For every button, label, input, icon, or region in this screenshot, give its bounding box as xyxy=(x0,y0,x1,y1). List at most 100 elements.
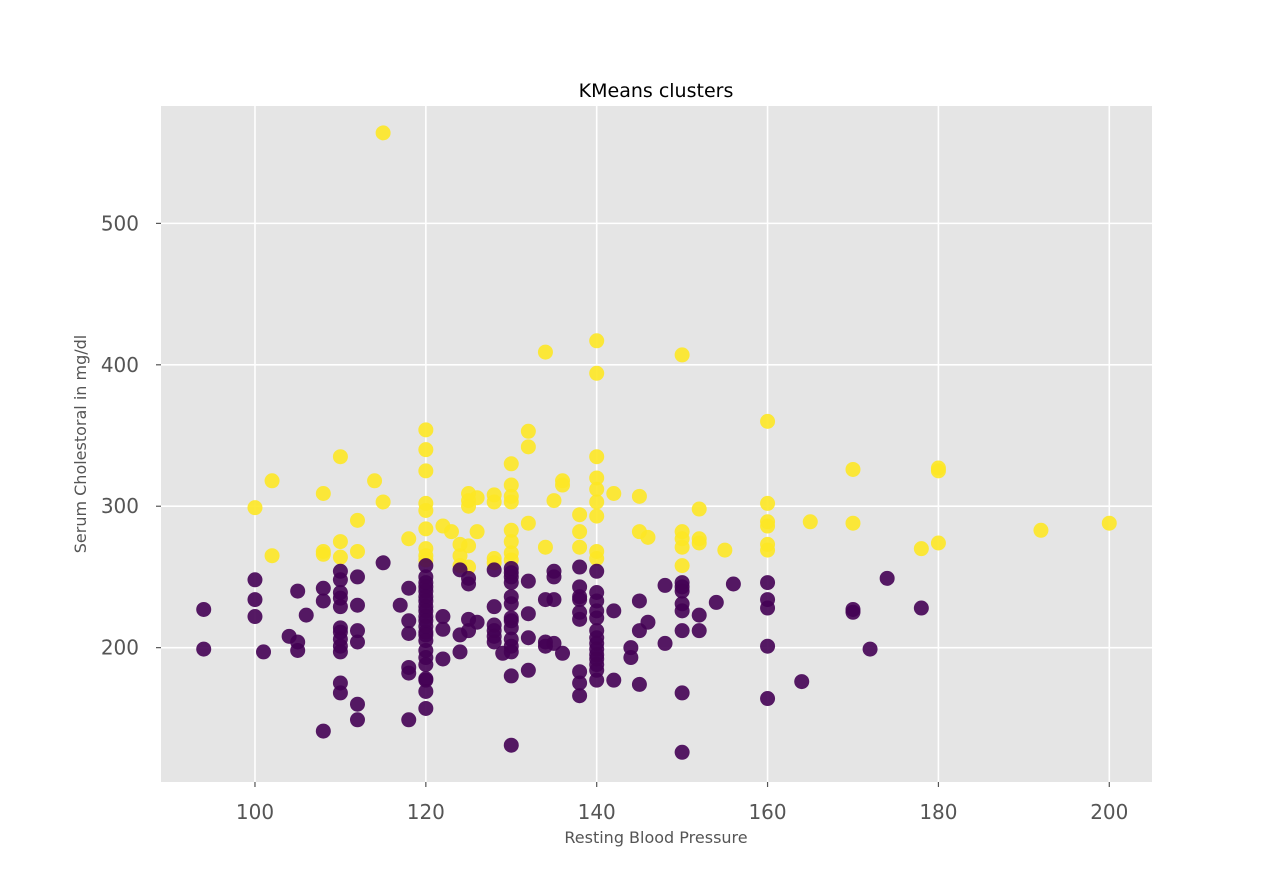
cluster-0-point xyxy=(657,635,673,651)
cluster-0-point xyxy=(349,634,365,650)
cluster-0-point xyxy=(589,563,605,579)
cluster-0-point xyxy=(349,696,365,712)
cluster-0-point xyxy=(879,570,895,586)
cluster-0-point xyxy=(435,651,451,667)
cluster-0-point xyxy=(572,611,588,627)
cluster-0-point xyxy=(375,555,391,571)
data-points xyxy=(196,125,1117,760)
cluster-1-point xyxy=(264,473,280,489)
cluster-0-point xyxy=(503,644,519,660)
cluster-1-point xyxy=(589,481,605,497)
cluster-0-point xyxy=(349,597,365,613)
cluster-0-point xyxy=(760,638,776,654)
cluster-0-point xyxy=(640,614,656,630)
cluster-0-point xyxy=(725,576,741,592)
cluster-1-point xyxy=(572,507,588,523)
cluster-0-point xyxy=(674,744,690,760)
cluster-0-point xyxy=(623,650,639,666)
cluster-1-point xyxy=(572,524,588,540)
cluster-1-point xyxy=(375,494,391,510)
y-tick-label: 300 xyxy=(101,494,139,518)
cluster-1-point xyxy=(589,333,605,349)
cluster-0-point xyxy=(349,569,365,585)
y-tick-label: 400 xyxy=(101,353,139,377)
cluster-1-point xyxy=(418,463,434,479)
cluster-1-point xyxy=(589,365,605,381)
cluster-0-point xyxy=(418,657,434,673)
cluster-1-point xyxy=(589,449,605,465)
x-tick-label: 200 xyxy=(1090,800,1128,824)
cluster-1-point xyxy=(589,494,605,510)
cluster-1-point xyxy=(418,442,434,458)
cluster-1-point xyxy=(537,344,553,360)
cluster-1-point xyxy=(349,512,365,528)
cluster-1-point xyxy=(375,125,391,141)
cluster-0-point xyxy=(589,672,605,688)
cluster-1-point xyxy=(503,456,519,472)
cluster-0-point xyxy=(572,688,588,704)
cluster-0-point xyxy=(691,623,707,639)
cluster-1-point xyxy=(503,488,519,504)
cluster-0-point xyxy=(486,634,502,650)
cluster-1-point xyxy=(589,470,605,486)
cluster-1-point xyxy=(401,531,417,547)
cluster-1-point xyxy=(332,534,348,550)
cluster-1-point xyxy=(930,535,946,551)
cluster-0-point xyxy=(290,642,306,658)
cluster-0-point xyxy=(503,737,519,753)
axis-ticks: 100 120 140 160 180 200 200 300 400 500 xyxy=(101,211,1129,824)
cluster-1-point xyxy=(913,541,929,557)
cluster-0-point xyxy=(486,562,502,578)
cluster-0-point xyxy=(546,592,562,608)
cluster-1-point xyxy=(760,495,776,511)
cluster-1-point xyxy=(717,542,733,558)
cluster-0-point xyxy=(845,604,861,620)
cluster-1-point xyxy=(315,546,331,562)
cluster-1-point xyxy=(520,423,536,439)
cluster-1-point xyxy=(1101,515,1117,531)
cluster-0-point xyxy=(674,603,690,619)
cluster-0-point xyxy=(631,676,647,692)
cluster-0-point xyxy=(555,645,571,661)
cluster-0-point xyxy=(401,613,417,629)
cluster-0-point xyxy=(247,609,263,625)
cluster-1-point xyxy=(332,449,348,465)
cluster-1-point xyxy=(418,521,434,537)
cluster-0-point xyxy=(418,558,434,574)
cluster-0-point xyxy=(392,597,408,613)
cluster-0-point xyxy=(247,592,263,608)
cluster-1-point xyxy=(537,539,553,555)
cluster-0-point xyxy=(418,672,434,688)
cluster-1-point xyxy=(486,494,502,510)
cluster-0-point xyxy=(520,606,536,622)
cluster-0-point xyxy=(486,599,502,615)
x-axis-label: Resting Blood Pressure xyxy=(564,828,747,847)
cluster-1-point xyxy=(332,549,348,565)
cluster-0-point xyxy=(572,592,588,608)
cluster-1-point xyxy=(760,518,776,534)
cluster-1-point xyxy=(418,502,434,518)
cluster-1-point xyxy=(443,524,459,540)
cluster-0-point xyxy=(332,644,348,660)
cluster-0-point xyxy=(332,685,348,701)
cluster-0-point xyxy=(290,583,306,599)
cluster-1-point xyxy=(845,515,861,531)
cluster-0-point xyxy=(196,641,212,657)
cluster-1-point xyxy=(520,439,536,455)
cluster-1-point xyxy=(1033,522,1049,538)
cluster-0-point xyxy=(589,610,605,626)
cluster-1-point xyxy=(461,538,477,554)
grid-lines xyxy=(161,106,1152,782)
cluster-1-point xyxy=(640,529,656,545)
cluster-1-point xyxy=(503,522,519,538)
cluster-0-point xyxy=(572,559,588,575)
cluster-1-point xyxy=(589,551,605,567)
cluster-1-point xyxy=(845,461,861,477)
cluster-0-point xyxy=(503,668,519,684)
cluster-0-point xyxy=(606,603,622,619)
cluster-0-point xyxy=(315,580,331,596)
cluster-0-point xyxy=(435,621,451,637)
cluster-1-point xyxy=(555,477,571,493)
cluster-0-point xyxy=(572,664,588,680)
